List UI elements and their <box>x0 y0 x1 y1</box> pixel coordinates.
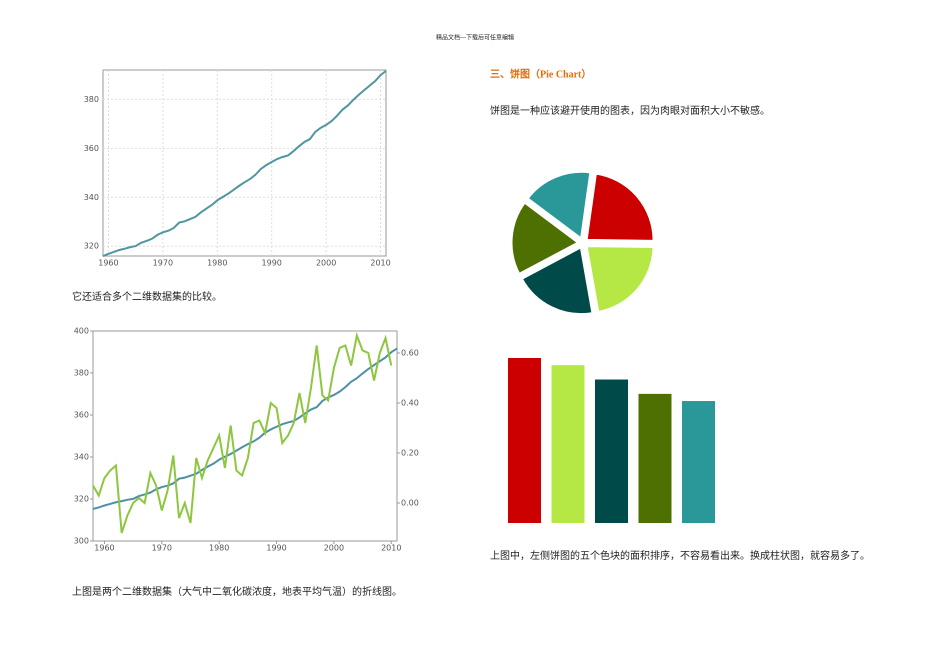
section-title: 三、饼图（Pie Chart） <box>490 67 591 80</box>
pie-slice <box>524 169 593 243</box>
y-tick-label: 380 <box>84 95 99 104</box>
y-tick-label: 380 <box>74 369 89 378</box>
bar <box>595 379 628 523</box>
pie-slice <box>584 244 656 315</box>
y-tick-label: 340 <box>74 453 89 462</box>
data-line <box>92 331 393 534</box>
x-tick-label: 1990 <box>266 544 286 553</box>
x-tick-label: 1960 <box>98 259 118 268</box>
x-tick-label: 2000 <box>316 259 336 268</box>
bar <box>508 358 541 523</box>
x-tick-label: 1980 <box>207 259 227 268</box>
x-tick-label: 1970 <box>152 544 172 553</box>
x-tick-label: 2010 <box>381 544 401 553</box>
paragraph: 上图是两个二维数据集（大气中二氧化碳浓度，地表平均气温）的折线图。 <box>72 585 402 598</box>
x-tick-label: 2010 <box>370 259 390 268</box>
paragraph: 上图中，左侧饼图的五个色块的面积排序，不容易看出来。换成柱状图，就容易多了。 <box>490 549 870 562</box>
data-line <box>92 347 398 510</box>
pie-slice <box>584 171 656 243</box>
plot-frame <box>102 69 387 257</box>
y-tick-label: 360 <box>74 411 89 420</box>
y2-tick-label: 0.20 <box>401 449 419 458</box>
plot-frame <box>92 330 398 542</box>
paragraph: 饼图是一种应该避开使用的图表，因为肉眼对面积大小不敏感。 <box>490 104 770 117</box>
bar <box>682 401 715 523</box>
x-tick-label: 1990 <box>262 259 282 268</box>
x-tick-label: 1960 <box>94 544 114 553</box>
y-tick-label: 300 <box>74 537 89 546</box>
y2-tick-label: 0.60 <box>401 349 419 358</box>
pie-slice <box>509 199 582 277</box>
y-tick-label: 320 <box>74 495 89 504</box>
x-tick-label: 2000 <box>324 544 344 553</box>
x-tick-label: 1980 <box>209 544 229 553</box>
data-line <box>102 70 387 257</box>
bar <box>551 365 585 523</box>
y-tick-label: 400 <box>74 327 89 336</box>
y2-tick-label: 0.00 <box>401 499 419 508</box>
y2-tick-label: 0.40 <box>401 399 419 408</box>
y-tick-label: 360 <box>84 144 99 153</box>
y-tick-label: 340 <box>84 193 99 202</box>
paragraph: 它还适合多个二维数据集的比较。 <box>72 290 222 303</box>
x-tick-label: 1970 <box>153 259 173 268</box>
bar <box>638 393 672 523</box>
pie-slice <box>519 244 595 317</box>
y-tick-label: 320 <box>84 242 99 251</box>
header: 精品文档---下载后可任意编辑 <box>436 33 514 41</box>
